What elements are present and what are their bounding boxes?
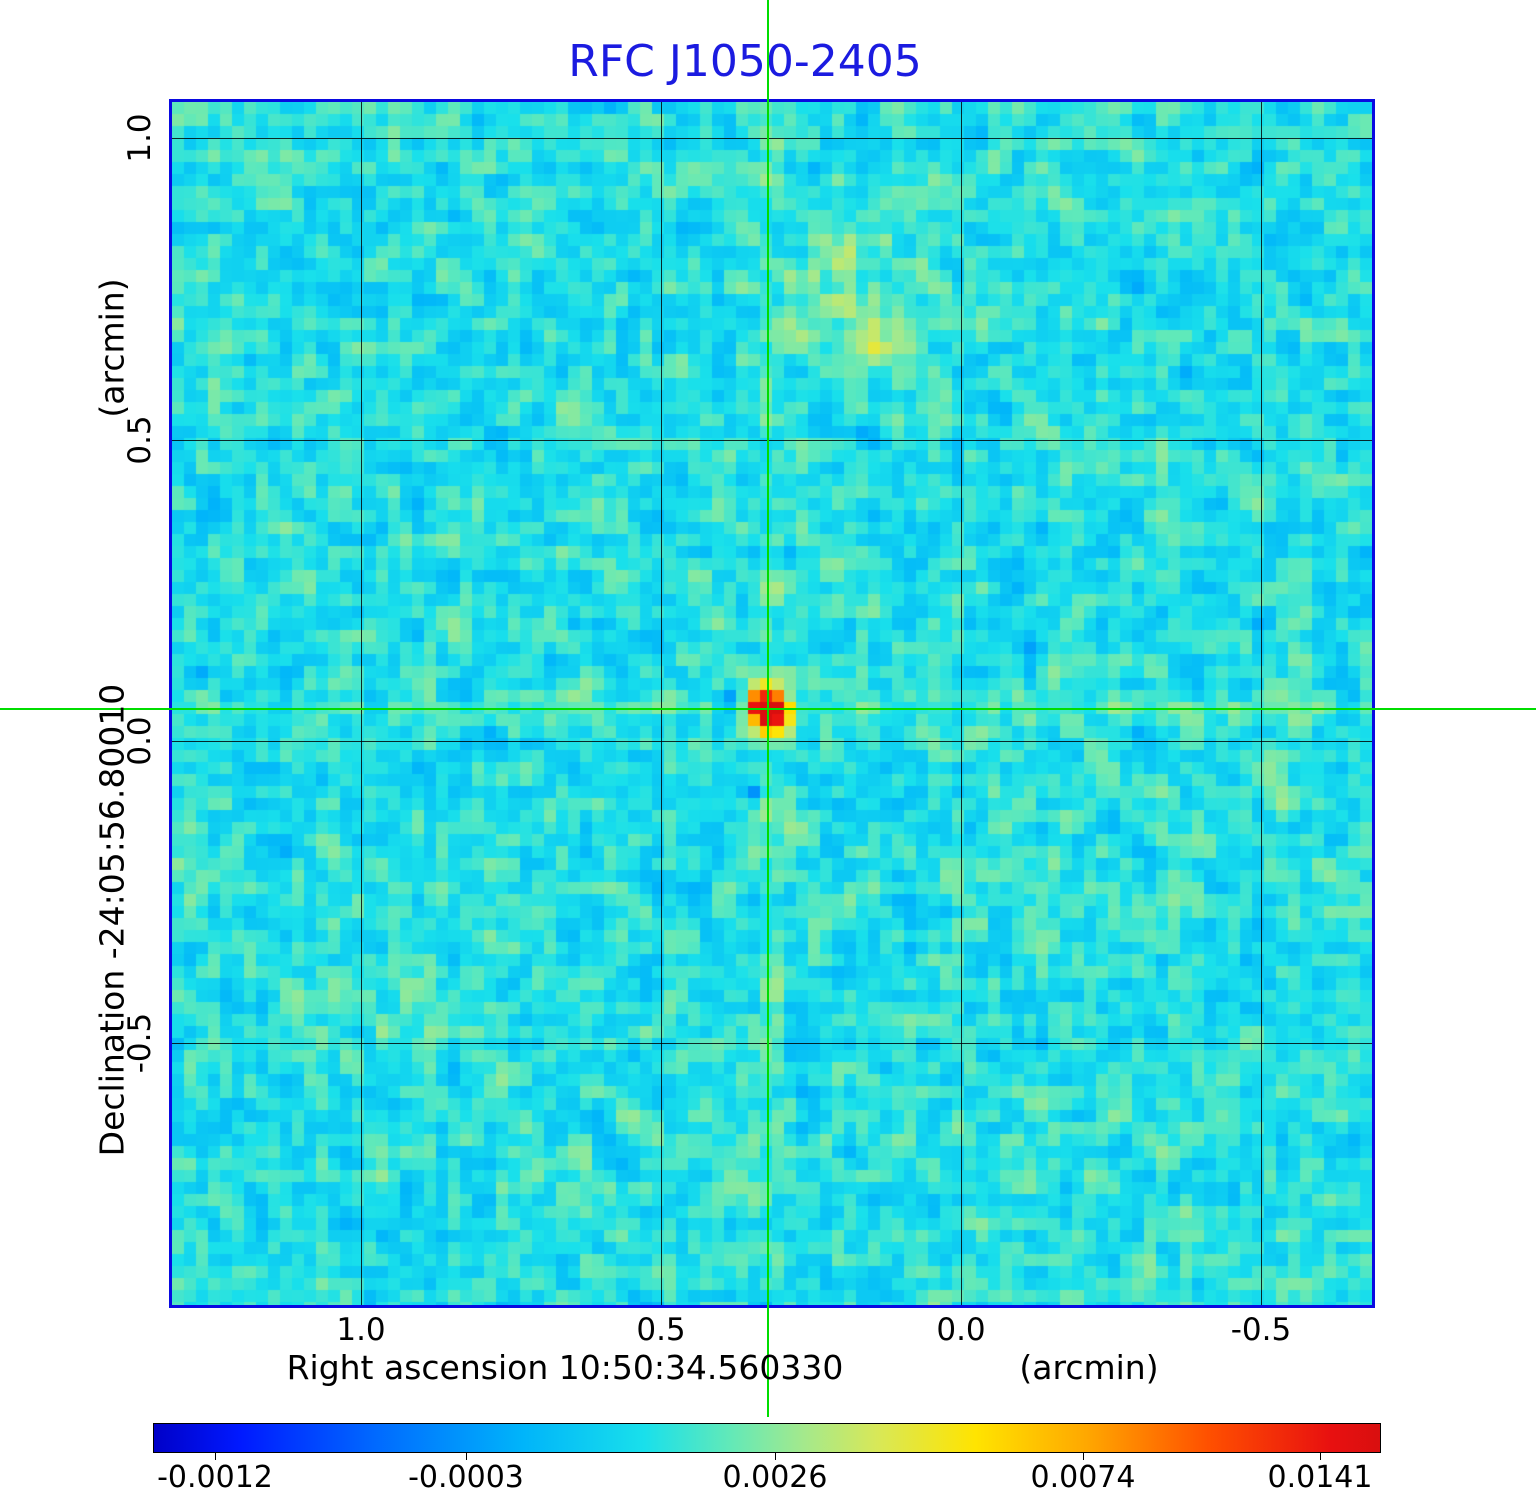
plot-title: RFC J1050-2405 [568,36,922,87]
x-axis-unit-label: (arcmin) [1019,1348,1159,1387]
radio-map-canvas [172,102,1372,1305]
colorbar [153,1423,1381,1453]
plot-area [169,99,1375,1308]
x-tick-0.5: 0.5 [636,1312,686,1348]
grid-line-horizontal [172,138,1372,139]
colorbar-label-3: 0.0074 [1030,1460,1136,1495]
grid-line-vertical [1261,102,1262,1305]
grid-line-horizontal [172,440,1372,441]
grid-line-vertical [961,102,962,1305]
colorbar-tick [466,1452,467,1460]
colorbar-label-4: 0.0141 [1267,1460,1373,1495]
grid-line-horizontal [172,741,1372,742]
y-axis-label: Declination -24:05:56.80010 [92,683,132,1157]
crosshair-vertical-line [767,0,769,1417]
x-axis-label: Right ascension 10:50:34.560330 [286,1348,844,1387]
grid-line-horizontal [172,1043,1372,1044]
colorbar-tick [215,1452,216,1460]
y-axis-unit-label: (arcmin) [92,278,132,418]
colorbar-tick [1320,1452,1321,1460]
colorbar-tick [775,1452,776,1460]
colorbar-label-1: -0.0003 [408,1460,524,1495]
colorbar-tick [1083,1452,1084,1460]
y-tick-0.5: 0.5 [122,415,158,465]
grid-line-vertical [361,102,362,1305]
x-tick--0.5: -0.5 [1230,1312,1292,1348]
grid-line-vertical [661,102,662,1305]
x-tick-1.0: 1.0 [336,1312,386,1348]
y-tick-1.0: 1.0 [122,113,158,163]
colorbar-label-2: 0.0026 [722,1460,828,1495]
colorbar-label-0: -0.0012 [157,1460,273,1495]
x-tick-0.0: 0.0 [936,1312,986,1348]
